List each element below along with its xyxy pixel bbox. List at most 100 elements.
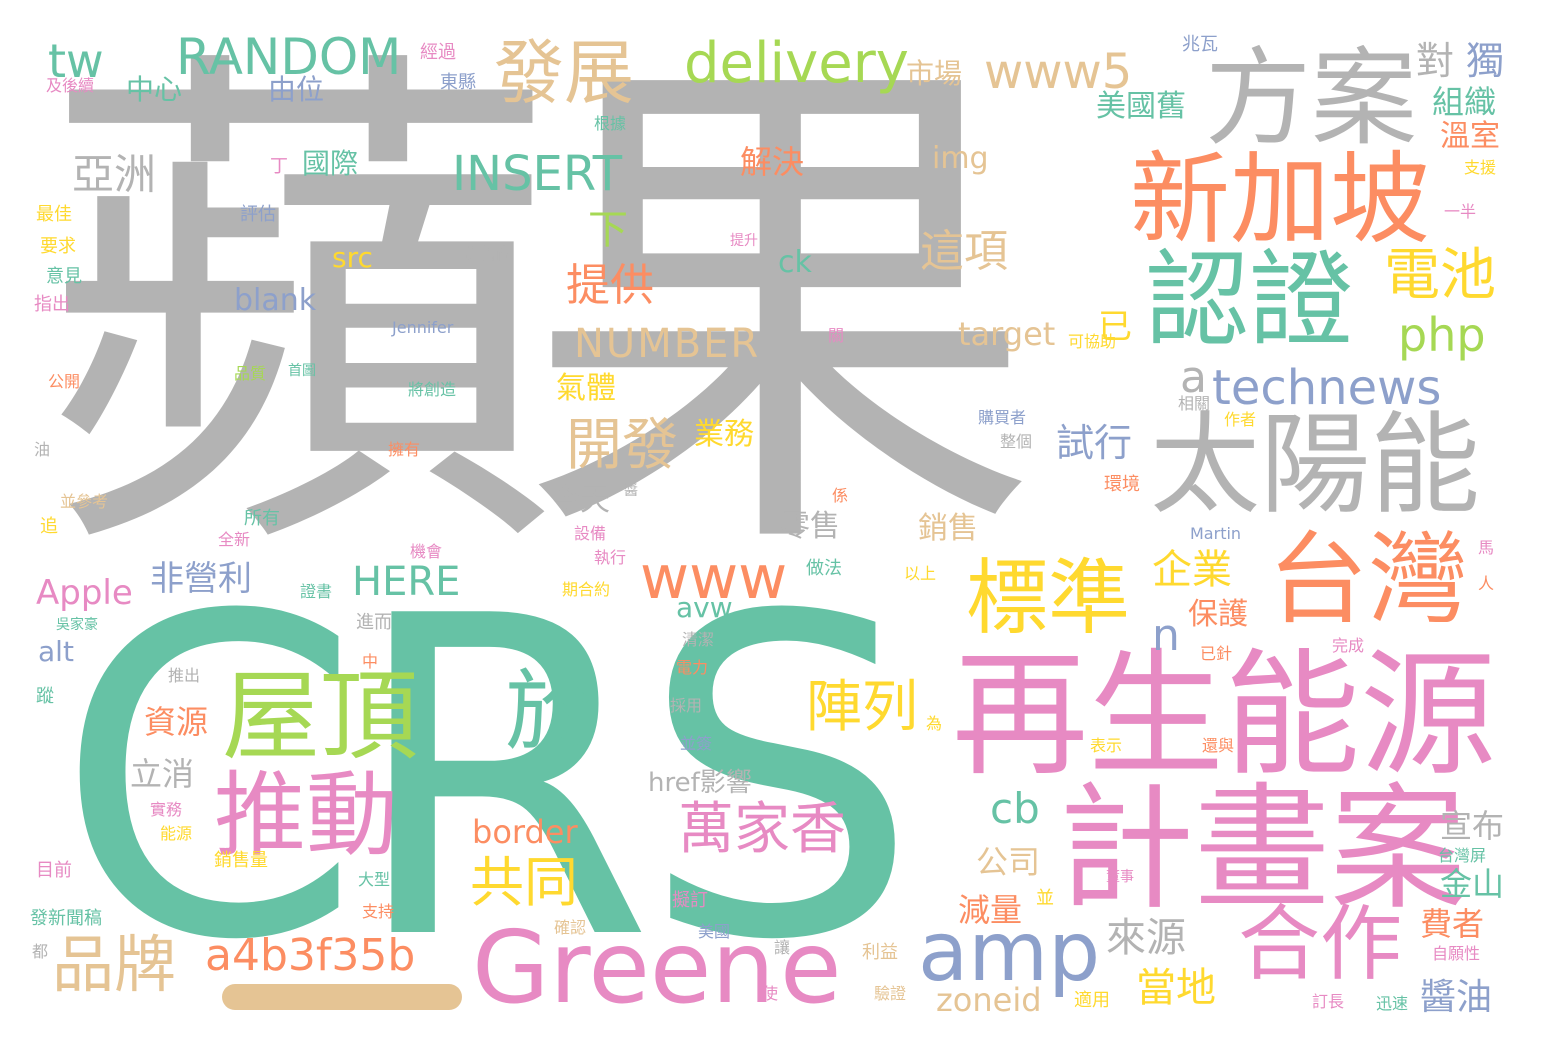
word: 適用 [1074, 990, 1110, 1011]
word: 表示 [1090, 736, 1123, 755]
word: 公司 [976, 843, 1041, 881]
word: 於 [505, 660, 594, 763]
word: HERE [352, 559, 461, 605]
word: 擬訂 [672, 890, 708, 911]
word: 企業 [1152, 547, 1232, 593]
word: 開發 [566, 413, 678, 478]
word: 公開 [48, 372, 81, 391]
word: 購買者 [978, 408, 1027, 427]
word: 中心 [126, 73, 183, 106]
word: 已針 [1200, 644, 1233, 663]
word: 新加坡 [1130, 141, 1430, 258]
word: 醬油 [1420, 977, 1493, 1018]
word: 相關 [1178, 394, 1211, 413]
word: 立消 [130, 755, 195, 793]
word: 對 [1416, 39, 1455, 83]
word: 進而 [356, 612, 392, 633]
word: 關 [828, 326, 845, 345]
word: tw [48, 34, 104, 88]
word: 馬 [1478, 538, 1495, 557]
word: amp [918, 905, 1101, 1000]
word: Martin [1190, 524, 1242, 543]
word: a [1180, 352, 1207, 403]
word: 銷售商 [464, 244, 513, 263]
word: 以上 [904, 564, 937, 583]
word: 整個 [1000, 432, 1033, 451]
word: 追 [40, 516, 58, 537]
word: 台灣屏 [1438, 846, 1487, 865]
word: zoneid [936, 981, 1042, 1019]
word: 意見 [46, 266, 82, 287]
word: 要求 [40, 236, 76, 257]
word: alt [38, 635, 74, 668]
word: 迅速 [1376, 994, 1409, 1013]
word: 使 [762, 984, 779, 1003]
word: 確認 [554, 918, 587, 937]
word: 認證 [1145, 239, 1354, 361]
word: 擁有 [388, 440, 421, 459]
word: 萬家香 [678, 797, 846, 862]
word: 評估 [240, 204, 276, 225]
word: 業務 [694, 417, 754, 452]
word: 國際 [302, 147, 359, 180]
word: NUMBER [574, 321, 761, 367]
word: delivery [684, 31, 909, 96]
word: 共同 [470, 851, 578, 914]
word: 董事 [1106, 869, 1134, 885]
word: 發展 [494, 32, 634, 114]
word: 溫室 [1440, 119, 1500, 154]
word: border [472, 813, 578, 851]
word: 市場 [906, 57, 963, 90]
word: 設備 [574, 524, 607, 543]
word: src [332, 241, 373, 274]
word: 證書 [300, 582, 333, 601]
word: 及後續 [46, 76, 95, 95]
word: 屋頂 [222, 660, 419, 774]
word: www [640, 543, 788, 613]
word: 銷售量 [214, 850, 268, 871]
word: 美國舊 [1096, 89, 1186, 124]
word: 來源 [1106, 915, 1186, 961]
word: 驗證 [874, 984, 907, 1003]
word: 可協助 [1068, 332, 1117, 351]
word: blank [234, 283, 317, 318]
word: php [1398, 308, 1486, 362]
word: 下 [588, 207, 628, 253]
word: 並參考 [60, 492, 109, 511]
word: 發新聞稿 [30, 908, 102, 929]
word: 非營利 [150, 559, 252, 599]
word: cb [990, 784, 1040, 833]
word: 油 [34, 440, 51, 459]
word: img [932, 141, 989, 176]
word: 期合約 [562, 580, 611, 599]
word: 都 [32, 942, 49, 961]
word: 為 [926, 714, 943, 733]
word: 這項 [920, 226, 1008, 277]
word: 全新 [218, 530, 251, 549]
word: 提升 [730, 233, 758, 249]
word: INSERT [452, 146, 623, 202]
word: avw [676, 591, 733, 624]
word: 首圖 [288, 363, 316, 379]
word: 採用 [670, 696, 703, 715]
word: 還與 [1202, 736, 1235, 755]
word: www5 [984, 44, 1133, 100]
word: 保護 [1188, 597, 1248, 632]
word: 利益 [862, 942, 898, 963]
word: 今天 [550, 483, 610, 518]
word: technews [1212, 360, 1442, 416]
word: 已 [1098, 307, 1132, 347]
word: 自願性 [1432, 944, 1481, 963]
word: 支持 [362, 902, 395, 921]
word: 陣列 [806, 675, 918, 740]
word: 電力 [676, 658, 709, 677]
word: ck [778, 245, 812, 280]
word: 兆瓦 [1182, 34, 1218, 55]
word: CRS [55, 524, 919, 1036]
word: 機會 [410, 542, 443, 561]
word: 作者 [1224, 410, 1257, 429]
word: 實務 [150, 800, 183, 819]
word: 計畫案 [1058, 771, 1466, 929]
word: 根據 [594, 114, 627, 133]
